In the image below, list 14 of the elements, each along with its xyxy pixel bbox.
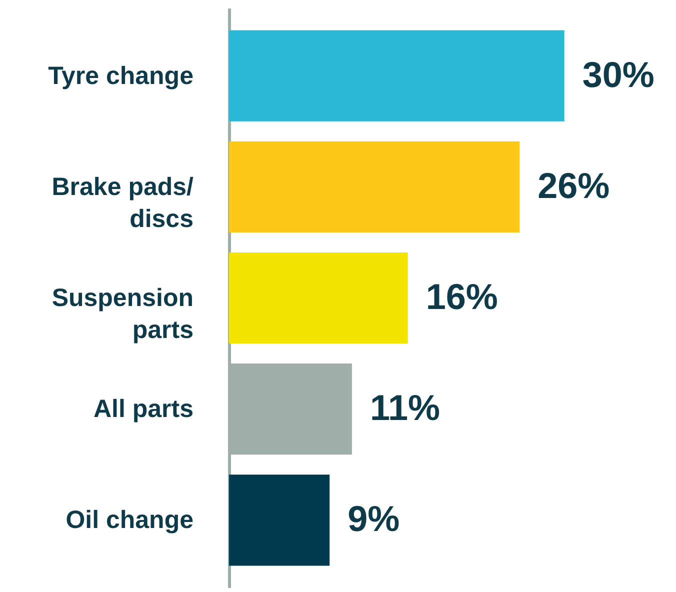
data-label: 11% [370, 387, 440, 428]
bar [229, 252, 408, 344]
y-tick-label: Brake pads/ discs [52, 172, 194, 233]
y-tick-label: Oil change [66, 506, 194, 534]
data-label: 26% [538, 164, 610, 206]
bar [229, 30, 564, 122]
y-tick-label: Tyre change [48, 62, 194, 90]
data-label: 16% [426, 276, 498, 317]
bar [229, 474, 330, 566]
y-tick-label: Suspension parts [52, 284, 194, 344]
data-label: 9% [348, 498, 400, 540]
data-label: 30% [582, 54, 654, 95]
y-tick-label: All parts [93, 395, 194, 424]
bar [229, 141, 520, 232]
